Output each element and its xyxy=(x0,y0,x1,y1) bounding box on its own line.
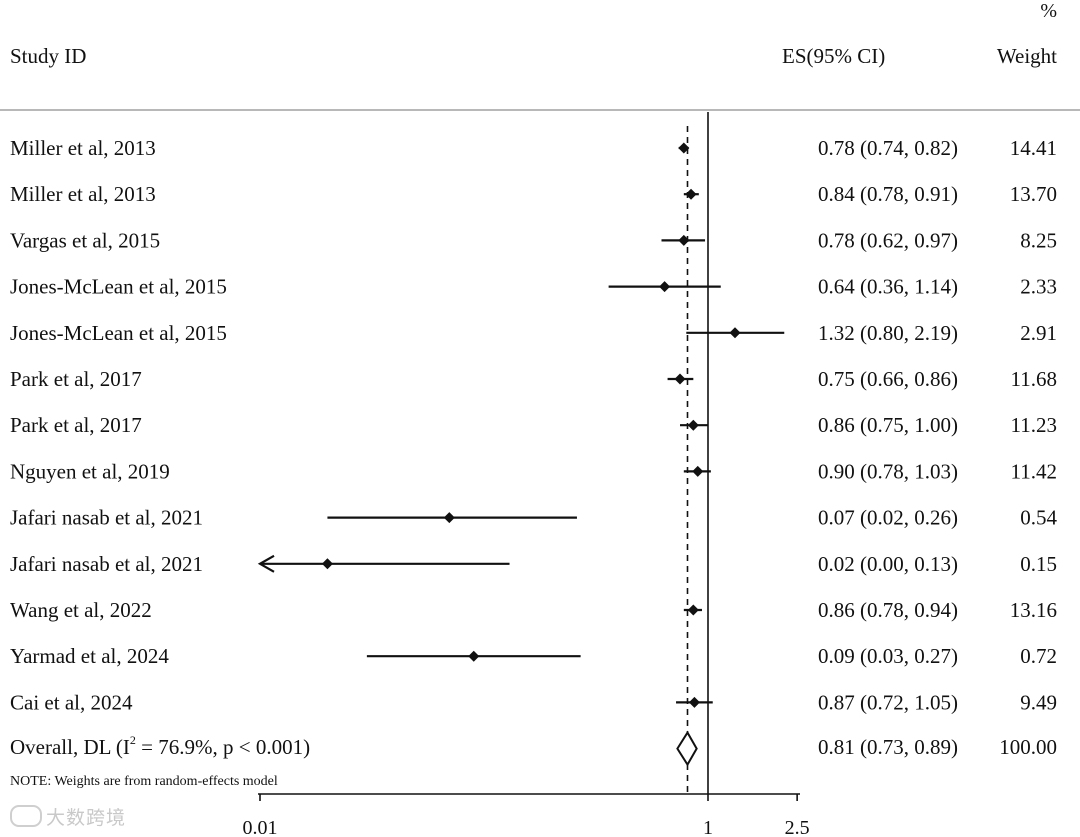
watermark: 大数跨境 xyxy=(10,803,126,830)
overall-weight: 100.00 xyxy=(999,735,1057,759)
study-label: Yarmad et al, 2024 xyxy=(10,644,169,668)
weights-note: NOTE: Weights are from random-effects mo… xyxy=(10,774,278,789)
study-ci: 0.09 (0.03, 0.27) xyxy=(818,644,958,668)
study-label: Miller et al, 2013 xyxy=(10,136,156,160)
es-ci-header: ES(95% CI) xyxy=(782,44,885,68)
x-tick-label: 1 xyxy=(703,817,713,837)
study-weight: 13.70 xyxy=(1010,182,1057,206)
study-weight: 9.49 xyxy=(1020,690,1057,714)
study-label: Cai et al, 2024 xyxy=(10,690,133,714)
point-estimate xyxy=(692,465,704,477)
point-estimate xyxy=(687,419,699,431)
study-weight: 2.33 xyxy=(1020,275,1057,299)
study-weight: 11.68 xyxy=(1011,367,1057,391)
study-weight: 13.16 xyxy=(1010,598,1057,622)
overall-label-suffix: = 76.9%, p < 0.001) xyxy=(136,735,310,759)
overall-row: Overall, DL (I2 = 76.9%, p < 0.001) 0.81… xyxy=(10,730,1057,767)
study-label: Jafari nasab et al, 2021 xyxy=(10,506,203,530)
study-label: Nguyen et al, 2019 xyxy=(10,459,170,483)
point-estimate xyxy=(685,188,697,200)
overall-label-prefix: Overall, DL (I xyxy=(10,735,130,759)
point-estimate xyxy=(468,650,480,662)
study-ci: 0.84 (0.78, 0.91) xyxy=(818,182,958,206)
point-estimate xyxy=(687,604,699,616)
study-row: Cai et al, 2024 0.87 (0.72, 1.05) 9.49 xyxy=(10,690,1057,714)
study-label: Miller et al, 2013 xyxy=(10,182,156,206)
pct-symbol: % xyxy=(1040,0,1057,22)
study-weight: 0.15 xyxy=(1020,552,1057,576)
point-estimate xyxy=(729,327,741,339)
study-weight: 14.41 xyxy=(1010,136,1057,160)
study-row: Wang et al, 2022 0.86 (0.78, 0.94) 13.16 xyxy=(10,598,1057,622)
study-ci: 0.78 (0.74, 0.82) xyxy=(818,136,958,160)
study-row: Park et al, 2017 0.75 (0.66, 0.86) 11.68 xyxy=(10,367,1057,391)
study-weight: 2.91 xyxy=(1020,321,1057,345)
study-row: Vargas et al, 2015 0.78 (0.62, 0.97) 8.25 xyxy=(10,228,1057,252)
study-id-header: Study ID xyxy=(10,44,86,68)
study-row: Jones-McLean et al, 2015 0.64 (0.36, 1.14… xyxy=(10,275,1057,299)
study-ci: 1.32 (0.80, 2.19) xyxy=(818,321,958,345)
ci-arrow-left-icon xyxy=(257,554,275,573)
study-ci: 0.86 (0.75, 1.00) xyxy=(818,413,958,437)
study-row: Miller et al, 2013 0.78 (0.74, 0.82) 14.41 xyxy=(10,136,1057,160)
study-weight: 0.72 xyxy=(1020,644,1057,668)
study-row: Yarmad et al, 2024 0.09 (0.03, 0.27) 0.72 xyxy=(10,644,1057,668)
watermark-logo-icon xyxy=(10,805,42,827)
study-row: Jafari nasab et al, 2021 0.02 (0.00, 0.13… xyxy=(10,552,1057,576)
study-row: Park et al, 2017 0.86 (0.75, 1.00) 11.23 xyxy=(10,413,1057,437)
point-estimate xyxy=(443,512,455,524)
study-ci: 0.90 (0.78, 1.03) xyxy=(818,459,958,483)
study-ci: 0.86 (0.78, 0.94) xyxy=(818,598,958,622)
overall-label: Overall, DL (I2 = 76.9%, p < 0.001) xyxy=(10,733,310,759)
study-ci: 0.75 (0.66, 0.86) xyxy=(818,367,958,391)
overall-label-superscript: 2 xyxy=(130,733,136,747)
study-ci: 0.78 (0.62, 0.97) xyxy=(818,228,958,252)
study-ci: 0.64 (0.36, 1.14) xyxy=(818,275,958,299)
study-label: Vargas et al, 2015 xyxy=(10,228,160,252)
study-row: Miller et al, 2013 0.84 (0.78, 0.91) 13.70 xyxy=(10,182,1057,206)
study-weight: 0.54 xyxy=(1020,506,1057,530)
overall-ci: 0.81 (0.73, 0.89) xyxy=(818,735,958,759)
study-label: Park et al, 2017 xyxy=(10,367,142,391)
study-ci: 0.07 (0.02, 0.26) xyxy=(818,506,958,530)
point-estimate xyxy=(321,558,333,570)
study-label: Wang et al, 2022 xyxy=(10,598,152,622)
study-label: Jafari nasab et al, 2021 xyxy=(10,552,203,576)
point-estimate xyxy=(678,142,690,154)
study-weight: 11.42 xyxy=(1011,459,1057,483)
study-row: Jafari nasab et al, 2021 0.07 (0.02, 0.26… xyxy=(10,506,1058,530)
study-row: Jones-McLean et al, 2015 1.32 (0.80, 2.19… xyxy=(10,321,1057,345)
study-label: Jones-McLean et al, 2015 xyxy=(10,275,227,299)
x-axis-ticks: 0.01 1 2.5 xyxy=(243,794,810,837)
x-tick-label: 2.5 xyxy=(785,817,810,837)
study-rows: Miller et al, 2013 0.78 (0.74, 0.82) 14.41… xyxy=(10,136,1058,714)
study-ci: 0.02 (0.00, 0.13) xyxy=(818,552,958,576)
overall-diamond xyxy=(676,730,698,767)
weight-header: Weight xyxy=(997,44,1057,68)
study-label: Jones-McLean et al, 2015 xyxy=(10,321,227,345)
study-label: Park et al, 2017 xyxy=(10,413,142,437)
point-estimate xyxy=(678,234,690,246)
study-ci: 0.87 (0.72, 1.05) xyxy=(818,690,958,714)
study-row: Nguyen et al, 2019 0.90 (0.78, 1.03) 11.42 xyxy=(10,459,1057,483)
study-weight: 11.23 xyxy=(1011,413,1057,437)
point-estimate xyxy=(688,696,700,708)
watermark-text: 大数跨境 xyxy=(46,807,127,829)
x-tick-label: 0.01 xyxy=(243,817,278,837)
point-estimate xyxy=(659,281,671,293)
point-estimate xyxy=(674,373,686,385)
study-weight: 8.25 xyxy=(1020,228,1057,252)
